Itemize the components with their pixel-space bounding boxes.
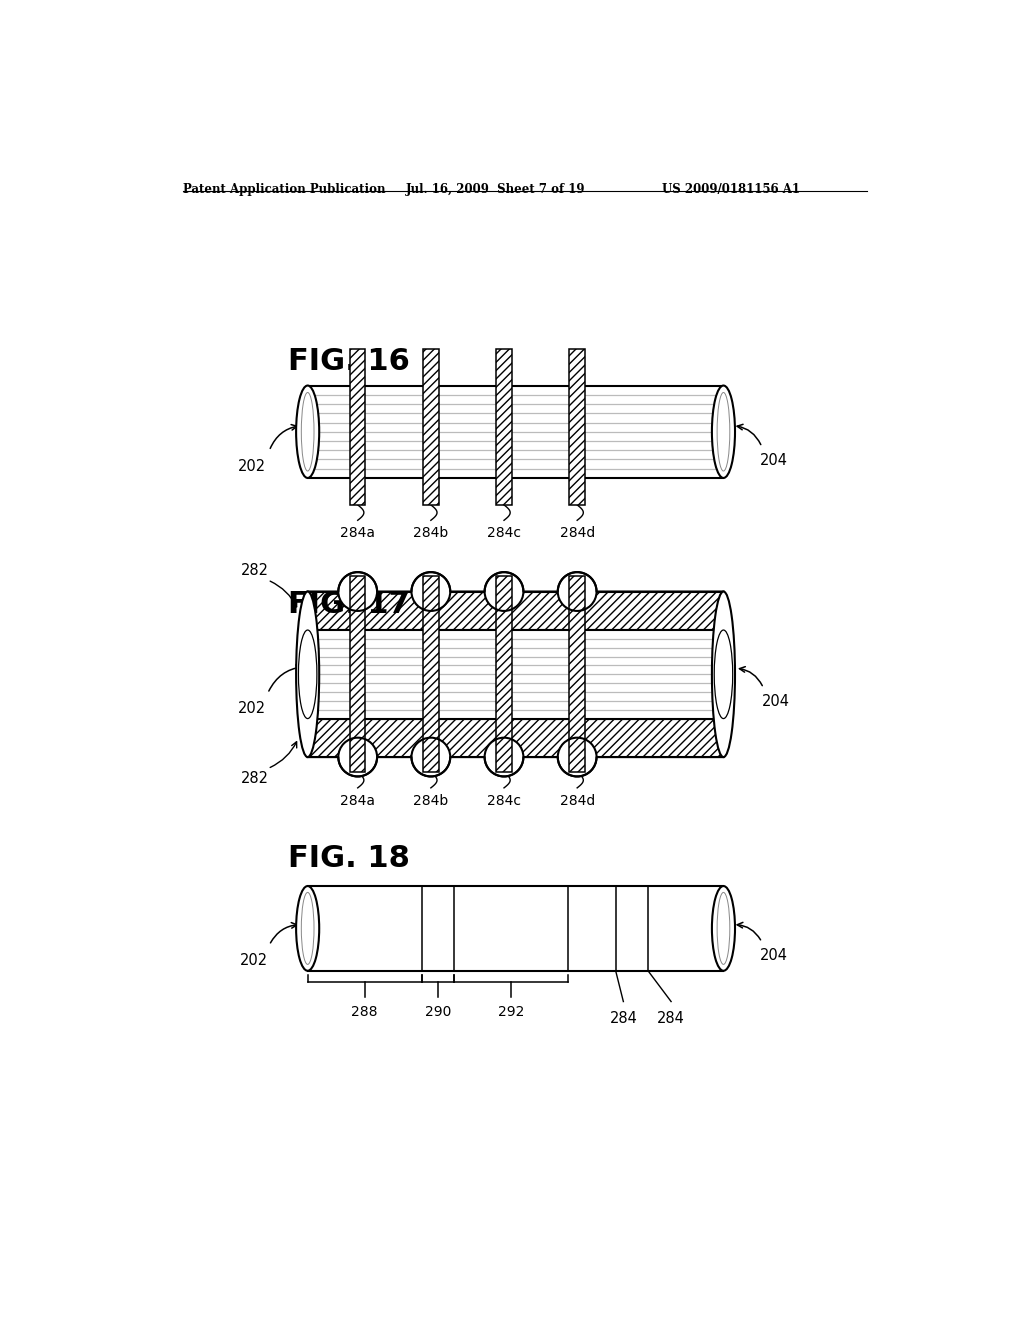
Bar [350,576,366,772]
Bar [307,886,724,970]
Bar [307,591,724,630]
Circle shape [484,738,523,776]
Text: 284: 284 [609,1011,637,1026]
Bar [569,576,585,772]
Bar [423,576,438,772]
Circle shape [484,572,523,611]
Bar [423,576,438,772]
Text: FIG. 18: FIG. 18 [289,843,411,873]
Bar [497,576,512,772]
Bar [497,576,512,772]
Text: 284b: 284b [414,527,449,540]
Text: 284d: 284d [559,795,595,808]
Bar [497,348,512,506]
Text: 284b: 284b [414,795,449,808]
Text: 204: 204 [760,453,787,469]
Text: 284c: 284c [487,527,521,540]
Text: 290: 290 [425,1005,451,1019]
Ellipse shape [717,892,730,965]
Ellipse shape [298,630,316,718]
Text: 284c: 284c [487,795,521,808]
Bar [307,630,724,718]
Bar [307,718,724,758]
Text: 292: 292 [498,1005,524,1019]
Ellipse shape [712,385,735,478]
Text: 284a: 284a [340,795,375,808]
Text: 204: 204 [762,694,790,709]
Text: 282: 282 [242,771,269,785]
Ellipse shape [717,392,730,471]
Ellipse shape [296,591,319,758]
Text: Patent Application Publication: Patent Application Publication [183,183,385,197]
Text: 204: 204 [760,949,788,964]
Circle shape [412,738,451,776]
Ellipse shape [712,591,735,758]
Bar [497,348,512,506]
Ellipse shape [712,886,735,970]
Text: 202: 202 [239,701,266,717]
Ellipse shape [296,886,319,970]
Text: FIG. 17: FIG. 17 [289,590,411,619]
Circle shape [558,738,597,776]
Bar [569,348,585,506]
Circle shape [338,572,377,611]
Ellipse shape [714,630,733,718]
Text: FIG. 16: FIG. 16 [289,347,411,376]
Bar [423,348,438,506]
Ellipse shape [301,392,314,471]
Bar [307,886,422,970]
Text: US 2009/0181156 A1: US 2009/0181156 A1 [662,183,800,197]
Bar [307,385,724,478]
Bar [350,348,366,506]
Circle shape [558,572,597,611]
Bar [454,886,568,970]
Text: 284: 284 [657,1011,685,1026]
Bar [350,576,366,772]
Text: 288: 288 [351,1005,378,1019]
Bar [350,348,366,506]
Text: 282: 282 [242,562,269,578]
Text: 284d: 284d [559,527,595,540]
Text: Jul. 16, 2009  Sheet 7 of 19: Jul. 16, 2009 Sheet 7 of 19 [407,183,586,197]
Bar [422,886,454,970]
Circle shape [412,572,451,611]
Text: 284a: 284a [340,527,375,540]
Bar [423,348,438,506]
Ellipse shape [296,385,319,478]
Bar [568,886,724,970]
Circle shape [338,738,377,776]
Ellipse shape [301,892,314,965]
Bar [569,576,585,772]
Bar [569,348,585,506]
Text: 202: 202 [239,459,266,474]
Text: 202: 202 [240,953,268,968]
